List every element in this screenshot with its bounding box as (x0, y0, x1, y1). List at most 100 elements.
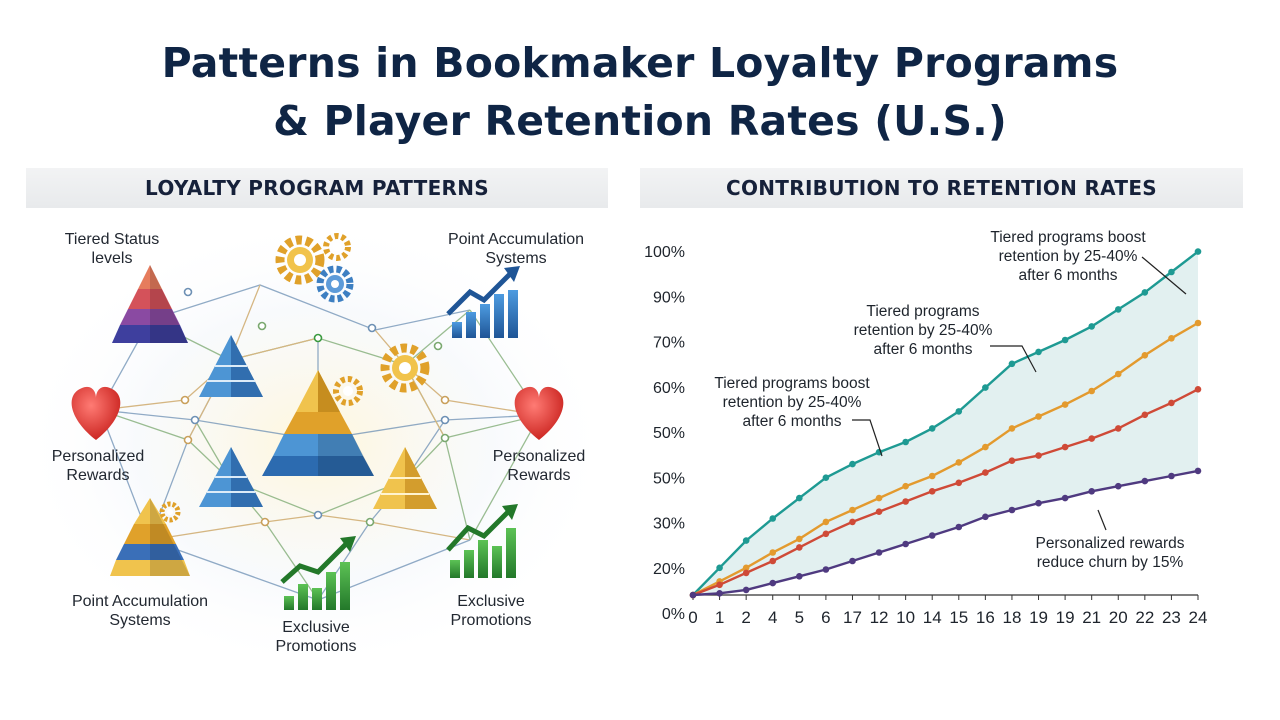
gear-icon (333, 376, 363, 406)
retention-line-chart: 0%20%30%50%50%60%70%90%100% 0 1 2 4 5 6 17 12 10… (644, 244, 1208, 627)
series-1-point (1114, 306, 1122, 313)
series-2-point (1035, 413, 1042, 420)
pyramid-icon (262, 370, 374, 476)
label-exclusive-promotions-bottom: Exclusive Promotions (275, 619, 357, 655)
series-line-3 (692, 388, 1199, 597)
pyramid-icon (373, 447, 437, 509)
series-1-point (1008, 360, 1016, 368)
x-tick-label: 22 (1135, 608, 1154, 627)
x-tick-label: 24 (1189, 608, 1208, 627)
series-1-point (1088, 323, 1095, 330)
series-line-2 (692, 321, 1199, 597)
x-tick-label: 20 (1109, 608, 1128, 627)
series-4-point (849, 557, 856, 565)
series-3-point (742, 569, 750, 577)
label-personalized-rewards-right: Personalized Rewards (492, 448, 586, 484)
series-4-point (742, 586, 750, 594)
series-1-point (796, 494, 803, 502)
leader-line-left (852, 419, 883, 457)
series-2-point (1141, 352, 1149, 359)
series-2-point (1194, 319, 1202, 327)
annotation-bottom: Personalized rewards reduce churn by 15% (1035, 535, 1185, 571)
series-2-point (875, 494, 883, 502)
y-tick-label: 30% (653, 516, 685, 533)
gear-icon (380, 343, 430, 393)
x-tick-label: 4 (768, 608, 777, 627)
series-2-point (1061, 401, 1069, 408)
network-diagram (15, 215, 615, 675)
series-1-point (928, 425, 936, 432)
series-1-point (769, 515, 777, 522)
retention-header: CONTRIBUTION TO RETENTION RATES (640, 168, 1243, 208)
y-tick-label: 100% (644, 244, 685, 261)
series-4-point (1168, 472, 1175, 480)
series-line-4 (692, 469, 1199, 597)
series-2-point (928, 472, 936, 480)
annotation-leader-lines (852, 256, 1187, 531)
series-4-point (955, 523, 963, 531)
x-tick-label: 16 (976, 608, 995, 627)
gear-icon (159, 501, 181, 523)
series-3-point (1141, 411, 1149, 419)
x-tick-label: 6 (821, 608, 830, 627)
series-3-point (1061, 443, 1069, 451)
x-tick-label: 2 (741, 608, 750, 627)
series-1-point (982, 384, 989, 391)
y-tick-label: 90% (653, 289, 685, 306)
series-3-point (955, 479, 963, 487)
series-4-point (769, 579, 777, 587)
series-2-point (769, 549, 777, 556)
series-3-point (982, 469, 989, 476)
title-line-2: & Player Retention Rates (U.S.) (273, 97, 1007, 145)
series-3-point (1194, 386, 1202, 393)
series-2-point (1088, 387, 1095, 395)
x-tick-label: 1 (715, 608, 724, 627)
annotation-top: Tiered programs boost retention by 25-40%… (990, 229, 1146, 284)
series-3-point (1008, 457, 1016, 464)
page-title: Patterns in Bookmaker Loyalty Programs &… (0, 34, 1280, 150)
label-tiered-status: Tiered Status levels (64, 231, 160, 267)
series-2-point (902, 482, 909, 490)
series-2-point (1114, 370, 1122, 378)
pyramid-icon (110, 498, 190, 576)
series-3-point (716, 581, 723, 589)
growth-chart-icon (280, 536, 356, 610)
series-3-point (769, 557, 777, 565)
series-3-point (822, 530, 830, 538)
series-3-point (849, 518, 856, 526)
x-tick-label: 17 (843, 608, 862, 627)
leader-line-middle (990, 345, 1037, 373)
series-3-point (1035, 452, 1042, 459)
x-tick-label: 19 (1029, 608, 1048, 627)
series-4-point (982, 513, 989, 521)
series-1-point (1035, 348, 1042, 356)
x-tick-label: 19 (1056, 608, 1075, 627)
series-1-point (1168, 268, 1175, 276)
x-tick-label: 18 (1002, 608, 1021, 627)
annotation-left: Tiered programs boost retention by 25-40%… (714, 375, 870, 430)
series-2-point (955, 459, 963, 466)
series-4-point (822, 566, 830, 573)
heart-icon (514, 386, 564, 440)
y-tick-label: 50% (653, 425, 685, 442)
series-1-point (716, 564, 723, 572)
series-4-point (1194, 467, 1202, 475)
leader-line-top (1141, 256, 1187, 295)
series-2-point (742, 564, 750, 572)
label-point-accumulation-top: Point Accumulation Systems (447, 231, 585, 267)
label-exclusive-promotions-right: Exclusive Promotions (450, 593, 532, 629)
series-2-point (849, 506, 856, 514)
series-3-point (875, 508, 883, 515)
x-tick-label: 15 (949, 608, 968, 627)
series-4-point (796, 573, 803, 580)
series-1-point (955, 408, 963, 415)
series-4-point (1088, 488, 1095, 495)
series-4-point (1114, 482, 1122, 490)
series-1-point (902, 438, 909, 446)
y-tick-label: 20% (653, 561, 685, 578)
series-1-point (1061, 336, 1069, 344)
series-3-point (1168, 399, 1175, 407)
series-2-point (1008, 425, 1016, 432)
series-4-point (1035, 499, 1042, 507)
label-point-accumulation-bottom: Point Accumulation Systems (71, 593, 209, 629)
